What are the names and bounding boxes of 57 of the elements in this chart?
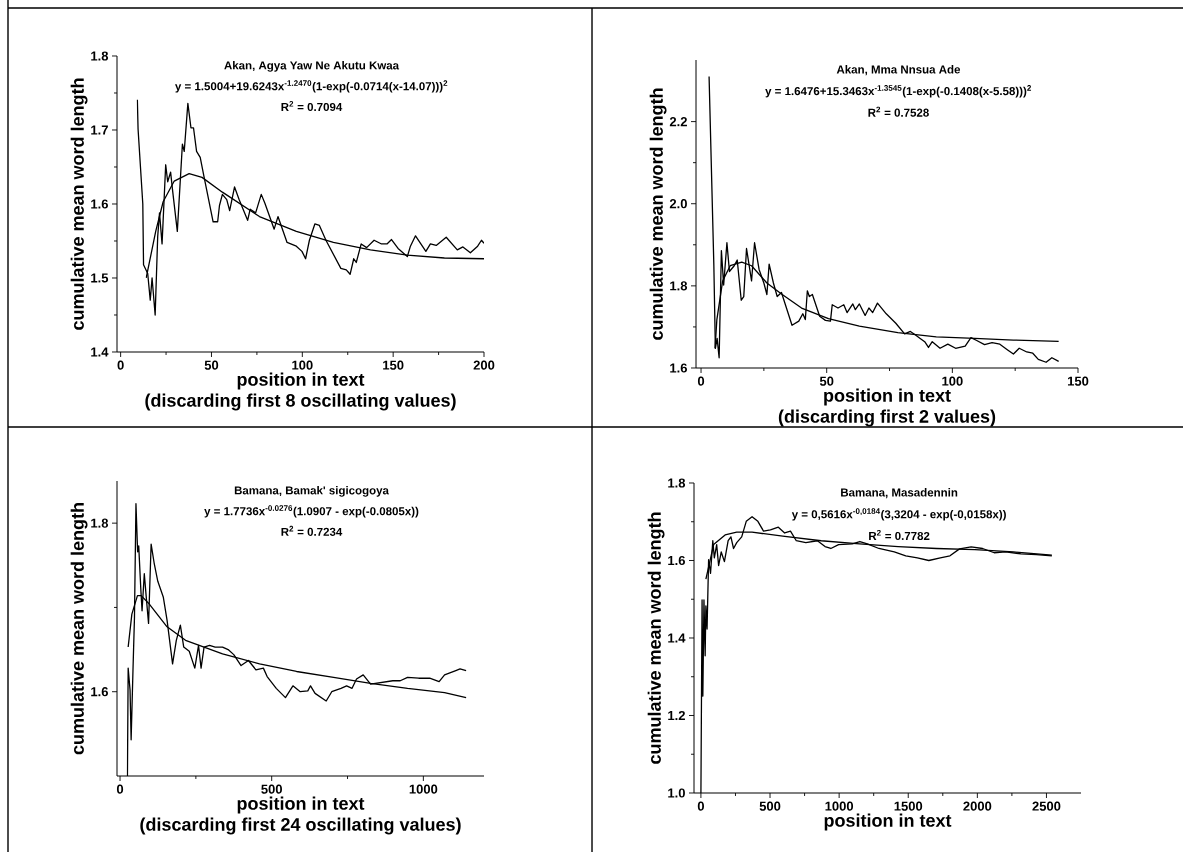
text: (discarding first 8 oscillating values) — [145, 393, 456, 411]
text: (discarding first 24 oscillating values) — [140, 817, 461, 835]
y-tick-label: 1.4 — [91, 347, 109, 357]
x-tick-label: 200 — [473, 360, 495, 370]
x-tick-label: 0 — [697, 376, 705, 386]
x-tick-label: 500 — [759, 801, 781, 811]
y-axis-title: cumulative mean word length — [70, 78, 88, 330]
chart-title: Akan, Mma Nnsua Ade — [836, 65, 961, 76]
y-tick-label: 1.7 — [91, 125, 108, 135]
y-tick-label: 1.2 — [668, 710, 685, 721]
x-tick-label: 150 — [383, 360, 404, 370]
y-tick-label: 1.6 — [670, 363, 687, 373]
text: y = 1.7736x$^{-0.0276}$(1.0907 - exp(-0.0805x)) — [204, 505, 419, 518]
x-tick-label: 1000 — [409, 784, 438, 794]
y-tick-label: 1.8 — [668, 478, 686, 488]
chart-title: Akan, Agya Yaw Ne Akutu Kwaa — [224, 61, 400, 72]
x-axis-title: position in text — [237, 796, 365, 814]
y-tick-label: 1.6 — [668, 555, 685, 566]
y-tick-label: 1.5 — [91, 273, 109, 283]
x-tick-label: 1000 — [825, 801, 854, 811]
text: (discarding first 2 values) — [778, 409, 996, 427]
y-axis-title: cumulative mean word length — [647, 512, 665, 764]
x-tick-label: 100 — [292, 360, 313, 370]
x-axis-title: position in text — [824, 813, 952, 831]
x-axis-title: position in text — [237, 372, 365, 390]
annotation: R$^{2}$ = 0.7782 — [869, 529, 930, 541]
y-axis-title: cumulative mean word length — [649, 88, 667, 340]
y-tick-label: 1.6 — [91, 687, 108, 697]
annotation: R$^{2}$ = 0.7528 — [868, 106, 929, 117]
x-tick-label: 0 — [116, 784, 124, 794]
y-tick-label: 1.0 — [668, 788, 685, 798]
y-axis-title: cumulative mean word length — [70, 503, 88, 755]
y-tick-label: 2.2 — [669, 117, 687, 127]
chart-title: Bamana, Bamak' sigicogoya — [234, 486, 389, 497]
y-tick-label: 1.8 — [670, 281, 688, 291]
annotation: R$^{2}$ = 0.7094 — [281, 100, 343, 112]
x-tick-label: 150 — [1067, 376, 1089, 386]
x-tick-label: 0 — [697, 801, 704, 811]
text: y = 1.6476+15.3463x$^{-1.3545}$(1-exp(-0.1408(x-5.58)))$^{2}$ — [765, 85, 1032, 98]
x-tick-label: 50 — [204, 360, 219, 370]
x-tick-label: 2000 — [963, 801, 992, 811]
x-tick-label: 1500 — [894, 801, 923, 811]
y-tick-label: 1.8 — [91, 518, 109, 528]
y-tick-label: 1.4 — [668, 633, 686, 643]
annotation: R$^{2}$ = 0.7234 — [281, 525, 343, 536]
chart-title: Bamana, Masadennin — [841, 488, 958, 499]
x-tick-label: 2500 — [1032, 801, 1061, 811]
y-tick-label: 2.0 — [669, 199, 687, 209]
text: y = 0,5616x$^{-0,0184}$(3,3204 - exp(-0,0158x)) — [791, 508, 1006, 521]
y-tick-label: 1.6 — [91, 199, 108, 209]
text: y = 1.5004+19.6243x$^{-1.2470}$(1-exp(-0.0714(x-14.07)))$^{2}$ — [175, 80, 448, 93]
x-tick-label: 100 — [942, 376, 963, 386]
y-tick-label: 1.8 — [91, 51, 109, 61]
x-tick-label: 500 — [261, 784, 282, 794]
x-tick-label: 50 — [819, 376, 834, 386]
x-axis-title: position in text — [824, 388, 951, 406]
x-tick-label: 0 — [117, 360, 124, 370]
